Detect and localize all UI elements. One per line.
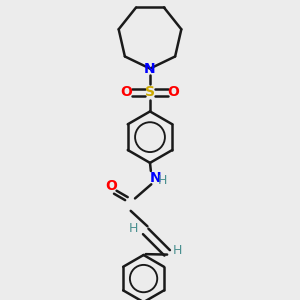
Text: S: S [145, 85, 155, 99]
Text: H: H [173, 244, 182, 257]
Text: O: O [168, 85, 179, 99]
Text: N: N [144, 61, 156, 76]
Text: H: H [129, 221, 138, 235]
Text: O: O [121, 85, 132, 99]
Text: N: N [149, 171, 161, 185]
Text: O: O [106, 179, 117, 194]
Text: H: H [158, 173, 167, 187]
